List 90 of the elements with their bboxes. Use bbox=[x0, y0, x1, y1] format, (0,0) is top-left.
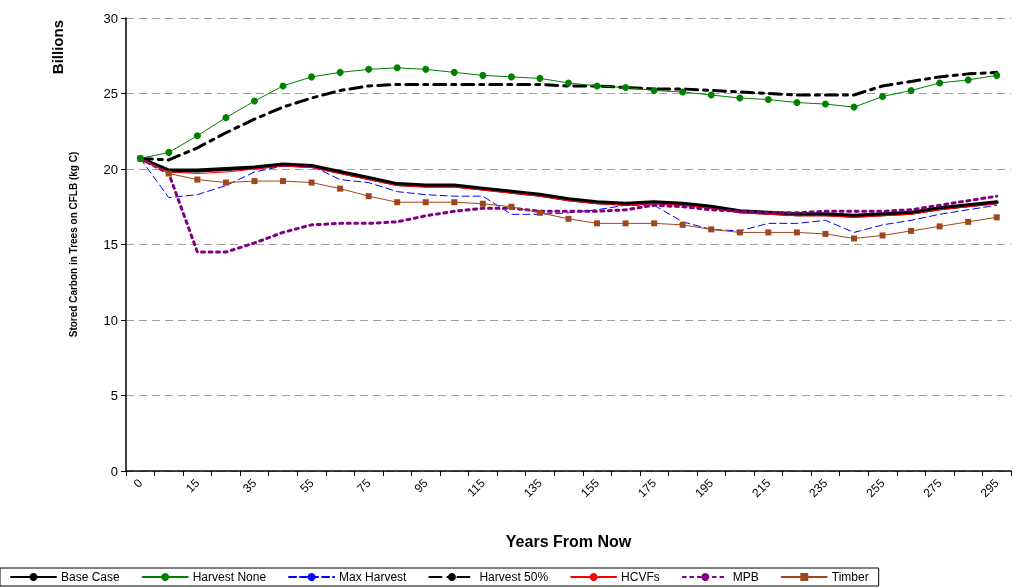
legend-label: Harvest 50% bbox=[479, 570, 549, 584]
point bbox=[679, 221, 686, 228]
point bbox=[736, 229, 743, 236]
point bbox=[337, 185, 344, 192]
point bbox=[936, 223, 943, 230]
point bbox=[908, 227, 915, 234]
y-tick-label: 0 bbox=[110, 463, 118, 479]
y-axis-title: Stored Carbon in Trees on CFLB (kg C) bbox=[67, 151, 79, 338]
point bbox=[308, 73, 316, 81]
point bbox=[308, 179, 315, 186]
point bbox=[879, 93, 887, 101]
point bbox=[793, 229, 800, 236]
point bbox=[193, 132, 201, 140]
x-tick-label: 55 bbox=[297, 475, 317, 496]
point bbox=[222, 179, 229, 186]
x-tick-label: 235 bbox=[806, 475, 831, 501]
point bbox=[422, 65, 430, 73]
x-tick-label: 115 bbox=[464, 475, 489, 500]
point bbox=[194, 176, 201, 183]
x-tick-label: 135 bbox=[520, 475, 546, 501]
y-tick-label: 5 bbox=[110, 388, 118, 403]
y-tick-label: 20 bbox=[103, 161, 118, 177]
point bbox=[365, 65, 373, 73]
x-axis-title: Years From Now bbox=[505, 532, 632, 550]
y-tick-label: 30 bbox=[103, 10, 118, 26]
x-tick-label: 0 bbox=[130, 475, 146, 491]
y-tick-label: 15 bbox=[103, 237, 118, 252]
text: Billions bbox=[49, 20, 66, 75]
y-tick-label: 25 bbox=[103, 86, 118, 101]
point bbox=[394, 199, 401, 206]
point bbox=[764, 96, 772, 104]
x-tick-label: 255 bbox=[863, 475, 888, 501]
x-tick-label: 215 bbox=[749, 475, 774, 501]
point bbox=[936, 79, 944, 87]
point bbox=[879, 232, 886, 239]
point bbox=[422, 199, 429, 206]
point bbox=[393, 64, 401, 72]
point bbox=[507, 73, 515, 81]
point bbox=[650, 86, 658, 94]
point bbox=[450, 68, 458, 76]
point bbox=[365, 193, 372, 200]
point bbox=[793, 99, 801, 107]
x-tick-label: 35 bbox=[240, 475, 260, 496]
point bbox=[479, 71, 487, 79]
legend-label: HCVFs bbox=[621, 570, 660, 584]
point bbox=[993, 71, 1001, 79]
point bbox=[594, 220, 601, 227]
point bbox=[765, 229, 772, 236]
point bbox=[536, 209, 543, 216]
point bbox=[965, 218, 972, 225]
point bbox=[622, 220, 629, 227]
point bbox=[565, 79, 572, 87]
point bbox=[251, 178, 258, 185]
point bbox=[508, 203, 515, 210]
x-tick-label: 275 bbox=[920, 475, 945, 501]
point bbox=[622, 83, 630, 91]
point bbox=[707, 91, 715, 99]
point bbox=[250, 97, 258, 105]
legend-label: Base Case bbox=[61, 570, 121, 584]
point bbox=[565, 215, 572, 222]
point bbox=[822, 230, 829, 237]
point bbox=[336, 68, 344, 76]
point bbox=[451, 199, 458, 206]
point bbox=[679, 88, 687, 96]
x-tick-label: 295 bbox=[977, 475, 1002, 501]
x-tick-label: 195 bbox=[692, 475, 717, 501]
point bbox=[708, 226, 715, 233]
x-tick-label: 15 bbox=[182, 475, 203, 496]
point bbox=[222, 114, 230, 122]
legend-label: Timber bbox=[831, 570, 869, 584]
legend-label: Harvest None bbox=[192, 570, 267, 584]
y-tick-label: 10 bbox=[103, 312, 118, 328]
legend-label: MPB bbox=[732, 570, 759, 584]
x-tick-label: 75 bbox=[354, 475, 374, 496]
point bbox=[479, 200, 486, 207]
x-tick-label: 95 bbox=[411, 475, 431, 496]
point bbox=[964, 76, 972, 84]
point bbox=[651, 220, 658, 227]
point bbox=[850, 235, 857, 242]
x-tick-label: 175 bbox=[635, 475, 660, 501]
x-tick-label: 155 bbox=[577, 475, 603, 501]
point bbox=[280, 178, 287, 185]
point bbox=[536, 74, 544, 82]
point bbox=[907, 86, 915, 94]
point bbox=[165, 170, 172, 177]
point bbox=[736, 94, 744, 102]
point bbox=[993, 214, 1000, 221]
point bbox=[821, 100, 829, 108]
point bbox=[165, 148, 173, 156]
legend-label: Max Harvest bbox=[339, 570, 408, 584]
